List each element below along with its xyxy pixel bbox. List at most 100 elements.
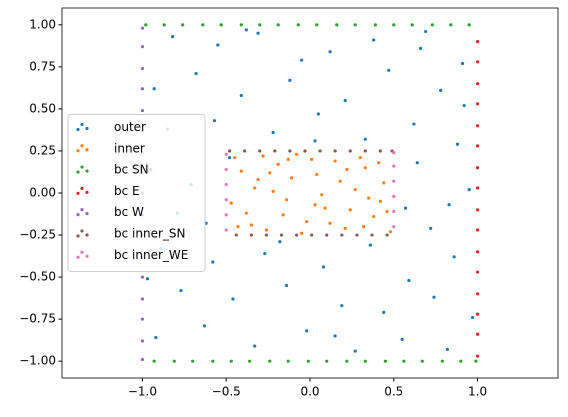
point [179,288,183,293]
legend-marker [76,255,80,259]
point [388,230,393,234]
y-tick-label: −0.50 [19,270,56,284]
point [211,260,215,264]
point [140,45,145,49]
x-tick-label: 1.0 [468,385,487,399]
legend-marker [80,208,84,212]
point [144,23,148,27]
point [278,240,282,244]
point [367,196,371,200]
point [378,199,382,204]
point [258,149,262,153]
point [154,336,158,340]
point [475,208,480,212]
point [243,149,247,153]
point [263,251,267,256]
point [325,233,329,237]
x-tick-label: −1.0 [128,385,157,399]
point [281,213,285,217]
point [296,23,300,27]
point [392,151,396,155]
legend-marker [80,229,84,233]
point [286,157,290,161]
point [467,23,471,27]
point [363,359,367,363]
point [294,233,299,237]
point [318,149,322,153]
point [475,144,480,148]
point [140,26,145,30]
point [387,68,391,72]
point [229,201,233,205]
point [256,177,260,182]
point [310,233,314,237]
legend-marker [76,234,80,238]
point [194,71,198,76]
point [358,156,362,160]
legend-label: bc inner_WE [114,248,188,262]
point [467,188,471,192]
point [261,154,265,158]
point [224,152,228,156]
legend-label: bc W [114,205,144,219]
point [152,359,156,363]
point [333,334,337,338]
point [355,233,359,237]
point [224,182,228,187]
point [253,186,257,190]
point [345,167,349,172]
legend-label: bc SN [114,163,149,177]
point [475,332,480,336]
point [475,40,480,44]
point [258,23,262,27]
legend-marker [85,169,89,173]
point [170,34,175,39]
y-tick-label: 1.00 [29,17,56,31]
point [268,359,272,363]
point [363,149,367,153]
point [340,304,344,308]
point [372,214,376,219]
point [333,149,337,153]
point [462,103,466,108]
point [385,233,389,237]
x-tick-label: 0.0 [300,385,319,399]
legend-marker [76,191,80,195]
point [211,359,215,363]
point [202,324,207,328]
legend-marker [85,212,89,216]
point [306,359,310,363]
point [432,295,436,299]
point [475,354,480,358]
point [313,203,317,207]
point [227,149,232,153]
point [378,149,382,153]
point [475,60,480,64]
legend-marker [76,170,80,174]
point [370,233,374,237]
legend-marker [76,127,80,132]
point [276,23,280,27]
point [373,23,377,27]
legend-marker [85,233,89,237]
point [140,108,145,113]
y-tick-label: −1.00 [19,354,56,368]
point [323,206,327,210]
point [249,233,253,237]
point [140,66,145,71]
point [279,233,284,237]
legend-marker [80,122,84,127]
point [402,359,406,363]
point [475,102,480,106]
point [328,50,332,54]
point [162,23,166,27]
point [315,23,319,27]
point [191,359,195,363]
legend-label: bc E [114,184,140,198]
point [140,297,145,301]
point [140,357,145,362]
point [475,270,480,274]
point [382,310,386,315]
point [338,179,342,183]
